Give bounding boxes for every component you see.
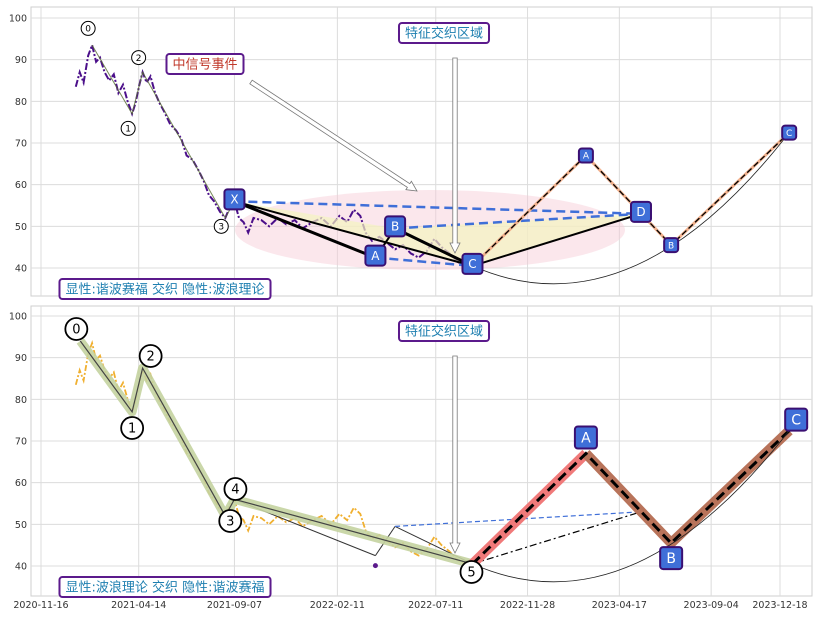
x-tick-label: 2020-11-16 [13, 600, 68, 611]
projection-point-c-text: C [791, 413, 801, 429]
wave-label-3-text: 3 [226, 515, 234, 530]
wave-label-5-text: 5 [467, 566, 475, 581]
projection-point-a-text: A [581, 431, 591, 447]
projection-point-a [577, 147, 594, 164]
x-tick-label: 2021-04-14 [111, 600, 166, 611]
hidden-harmonic-cd [472, 511, 642, 565]
harmonic-point-x [223, 188, 246, 211]
event-label-box [165, 53, 245, 75]
footer-label-box-text: 显性:谐波赛福 交织 隐性:波浪理论 [65, 282, 264, 298]
harmonic-point-x-text: X [230, 193, 238, 207]
harmonic-dash-ac [375, 256, 473, 268]
projection-point-b-text: B [666, 551, 676, 567]
x-tick-label: 2022-02-11 [310, 600, 365, 611]
region-label-box [397, 22, 491, 44]
wave-label-5 [459, 560, 484, 584]
hidden-point-a [372, 563, 378, 569]
x-tick-label: 2022-11-28 [500, 600, 555, 611]
y-tick-label: 100 [9, 14, 27, 25]
harmonic-leg-xa [233, 199, 376, 259]
wave-label-0-text: 0 [72, 323, 80, 338]
projection-arc [472, 430, 790, 583]
event-arrow [249, 79, 418, 192]
x-tick-label: 2023-04-17 [592, 600, 647, 611]
harmonic-point-c-text: C [468, 257, 476, 271]
bottom-panel: 2020-11-16 2021-04-14 2021-09-07 2022-02-11… [9, 305, 813, 611]
y-tick-label: 40 [15, 562, 27, 573]
region-label-box-text: 特征交织区域 [405, 26, 483, 42]
x-tick-label: 2023-09-04 [684, 600, 739, 611]
wave-label-4-text: 4 [231, 483, 239, 498]
wave-label-2 [131, 50, 147, 66]
y-tick-label: 40 [15, 264, 27, 275]
wave-label-3 [213, 218, 229, 234]
x-tick-label: 2021-09-07 [207, 600, 262, 611]
projection-point-b [663, 237, 680, 254]
top-panel: 40 50 60 70 80 90 100 X A B C D A B C 0 1 2 3 特征交织区域中信号事件显性… [9, 6, 813, 300]
harmonic-point-b-text: B [391, 220, 399, 234]
harmonic-point-d [629, 200, 652, 223]
harmonic-dash-xd [234, 200, 642, 216]
footer-label-box-text: 显性:波浪理论 交织 隐性:谐波赛福 [65, 580, 264, 596]
y-tick-label: 70 [15, 437, 27, 448]
wave-label-1-text: 1 [128, 422, 136, 437]
wave-label-0 [80, 20, 96, 36]
wave-label-1 [120, 120, 136, 136]
projection-arc [472, 132, 790, 285]
y-tick-label: 50 [15, 520, 27, 531]
projection-point-b-text: B [668, 241, 674, 251]
y-tick-label: 60 [15, 478, 27, 489]
harmonic-point-c [461, 252, 484, 275]
harmonic-leg-cd [472, 212, 642, 267]
y-tick-label: 60 [15, 180, 27, 191]
y-tick-label: 70 [15, 139, 27, 150]
footer-label-box [58, 278, 272, 300]
wave-label-1-text: 1 [125, 125, 131, 135]
projection-point-b [659, 546, 684, 571]
wave-label-2 [138, 344, 163, 368]
projection-point-c-text: C [786, 129, 792, 139]
projection-point-c [781, 124, 798, 141]
harmonic-leg-bc [394, 227, 474, 268]
y-tick-label: 90 [15, 55, 27, 66]
projection-line [472, 132, 790, 267]
wave-label-3 [218, 509, 243, 533]
y-tick-label: 80 [15, 395, 27, 406]
harmonic-leg-xc [234, 200, 473, 267]
harmonic-point-b [384, 215, 407, 238]
harmonic-point-a-text: A [371, 249, 380, 263]
projection-point-c [784, 407, 809, 432]
y-tick-label: 80 [15, 97, 27, 108]
footer-label-box [58, 576, 272, 598]
wave-line [79, 340, 473, 565]
projection-line [471, 429, 791, 565]
region-label-box-text: 特征交织区域 [405, 324, 483, 340]
region-arrow [449, 355, 461, 554]
x-tick-label: 2023-12-18 [752, 600, 807, 611]
region-arrow [449, 57, 461, 254]
event-label-box-text: 中信号事件 [172, 58, 237, 73]
projection-point-a-text: A [583, 152, 590, 162]
wave-label-2-text: 2 [146, 350, 154, 365]
y-tick-label: 90 [15, 353, 27, 364]
y-tick-label: 50 [15, 222, 27, 233]
x-tick-label: 2022-07-11 [408, 600, 463, 611]
hidden-wave-line [91, 44, 235, 220]
wave-label-1 [120, 416, 145, 440]
y-tick-label: 100 [9, 312, 27, 323]
harmonic-fill [234, 201, 641, 266]
region-label-box [397, 320, 491, 342]
wave-label-0-text: 0 [85, 25, 91, 35]
harmonic-point-a [364, 244, 387, 267]
wave-label-2-text: 2 [136, 54, 142, 64]
wave-label-4 [223, 477, 248, 501]
wave-label-0 [64, 317, 89, 341]
wave-label-3-text: 3 [218, 223, 224, 233]
harmonic-point-d-text: D [636, 205, 645, 219]
projection-point-a [573, 425, 598, 450]
